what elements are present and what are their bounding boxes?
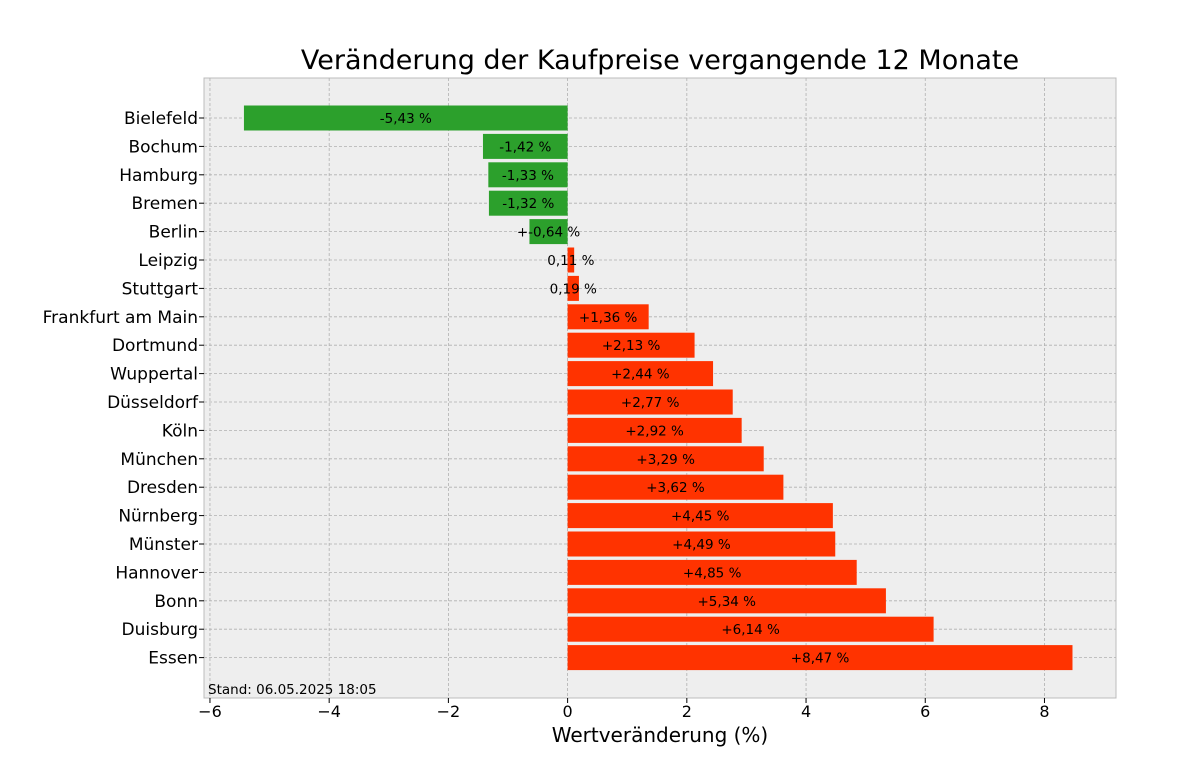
category-label: Bochum <box>128 137 198 157</box>
bar <box>567 531 836 557</box>
bar <box>567 304 649 330</box>
category-label: Dortmund <box>112 336 198 356</box>
x-tick-label: 6 <box>920 702 930 721</box>
bar-value-label: +-0,64 % <box>517 225 581 241</box>
category-label: Wuppertal <box>110 365 198 385</box>
category-label: Hamburg <box>119 166 198 186</box>
category-label: Düsseldorf <box>107 393 199 413</box>
bar-value-label: -1,33 % <box>502 168 554 184</box>
category-label: Nürnberg <box>118 507 198 527</box>
chart-title: Veränderung der Kaufpreise vergangende 1… <box>301 45 1019 76</box>
bar <box>243 105 568 131</box>
bar-value-label: -1,32 % <box>502 196 554 212</box>
bar <box>488 162 568 188</box>
bar <box>567 645 1073 671</box>
bar-value-label: +8,47 % <box>791 651 850 667</box>
bar-value-label: +4,85 % <box>683 565 742 581</box>
category-label: Münster <box>129 535 198 555</box>
bar <box>567 389 733 415</box>
category-label: Köln <box>162 421 198 441</box>
bar-value-label: +2,92 % <box>625 423 684 439</box>
category-label: München <box>120 450 198 470</box>
x-tick-label: 4 <box>801 702 811 721</box>
x-tick-label: −6 <box>198 702 222 721</box>
bar <box>488 190 568 216</box>
bar-value-label: +1,36 % <box>579 310 638 326</box>
bar-value-label: +4,49 % <box>672 537 731 553</box>
x-axis-label: Wertveränderung (%) <box>552 723 769 747</box>
category-label: Hannover <box>115 563 198 583</box>
bar-value-label: +3,62 % <box>646 480 705 496</box>
bar-value-label: +6,14 % <box>721 622 780 638</box>
bar <box>567 247 575 273</box>
bar <box>567 474 784 500</box>
x-tick-label: 8 <box>1039 702 1049 721</box>
bar <box>567 559 857 585</box>
bar <box>529 219 568 245</box>
category-label: Duisburg <box>122 620 199 640</box>
bar <box>567 361 714 387</box>
bar-value-label: -1,42 % <box>499 139 551 155</box>
bar <box>567 503 833 529</box>
bar-value-label: -5,43 % <box>380 111 432 127</box>
bar-value-label: +5,34 % <box>698 594 757 610</box>
bar <box>567 588 886 614</box>
x-tick-label: −2 <box>437 702 461 721</box>
x-tick-label: 0 <box>563 702 573 721</box>
x-tick-label: −4 <box>317 702 341 721</box>
bar <box>567 446 764 472</box>
bar-value-label: 0,11 % <box>547 253 594 269</box>
bar <box>567 616 934 642</box>
bar-value-label: 0,19 % <box>550 281 597 297</box>
category-label: Stuttgart <box>122 279 199 299</box>
bar <box>567 332 695 358</box>
category-label: Dresden <box>127 478 198 498</box>
bar-value-label: +2,44 % <box>611 367 670 383</box>
category-label: Frankfurt am Main <box>43 308 198 328</box>
category-label: Bonn <box>154 592 198 612</box>
category-label: Essen <box>148 649 198 669</box>
bar-value-label: +3,29 % <box>636 452 695 468</box>
plot-area: −6 −4 −2 0 2 4 6 8 Bielefeld Bochum Hamburg Bremen B… <box>43 77 1117 721</box>
category-label: Berlin <box>149 223 198 243</box>
bar-value-label: +2,13 % <box>602 338 661 354</box>
category-label: Bremen <box>131 194 198 214</box>
bar <box>567 417 742 443</box>
footnote: Stand: 06.05.2025 18:05 <box>208 682 377 698</box>
x-tick-label: 2 <box>682 702 692 721</box>
bar <box>482 133 568 159</box>
bar <box>567 275 579 301</box>
category-label: Leipzig <box>138 251 198 271</box>
bar-value-label: +4,45 % <box>671 509 730 525</box>
category-label: Bielefeld <box>124 109 198 129</box>
bar-value-label: +2,77 % <box>621 395 680 411</box>
